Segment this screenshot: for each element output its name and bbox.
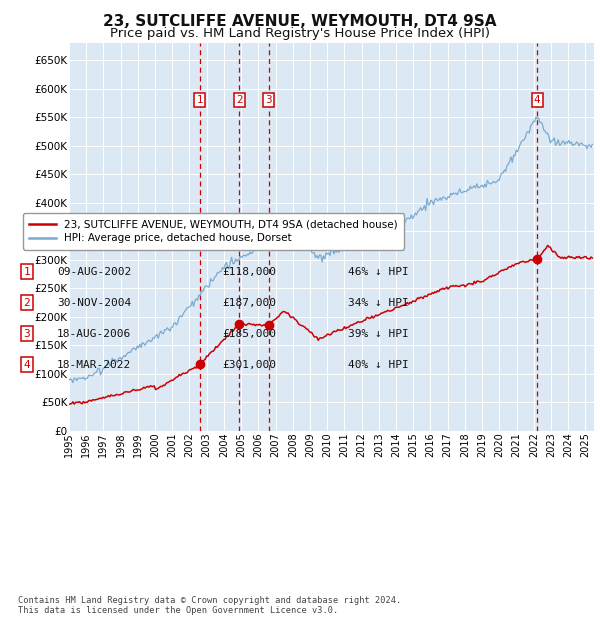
Text: 09-AUG-2002: 09-AUG-2002 [57,267,131,277]
Text: 2: 2 [23,298,31,308]
Text: 18-MAR-2022: 18-MAR-2022 [57,360,131,370]
Text: £185,000: £185,000 [222,329,276,339]
Text: 30-NOV-2004: 30-NOV-2004 [57,298,131,308]
Text: 3: 3 [23,329,31,339]
Legend: 23, SUTCLIFFE AVENUE, WEYMOUTH, DT4 9SA (detached house), HPI: Average price, de: 23, SUTCLIFFE AVENUE, WEYMOUTH, DT4 9SA … [23,213,404,250]
Text: 18-AUG-2006: 18-AUG-2006 [57,329,131,339]
Text: 3: 3 [265,95,272,105]
Text: 4: 4 [534,95,541,105]
Text: 1: 1 [197,95,203,105]
Text: 40% ↓ HPI: 40% ↓ HPI [348,360,409,370]
Text: 2: 2 [236,95,243,105]
Text: £301,000: £301,000 [222,360,276,370]
Text: 1: 1 [23,267,31,277]
Text: 23, SUTCLIFFE AVENUE, WEYMOUTH, DT4 9SA: 23, SUTCLIFFE AVENUE, WEYMOUTH, DT4 9SA [103,14,497,29]
Text: 46% ↓ HPI: 46% ↓ HPI [348,267,409,277]
Text: £187,000: £187,000 [222,298,276,308]
Text: 34% ↓ HPI: 34% ↓ HPI [348,298,409,308]
Text: 39% ↓ HPI: 39% ↓ HPI [348,329,409,339]
Text: 4: 4 [23,360,31,370]
Text: £118,000: £118,000 [222,267,276,277]
Text: Contains HM Land Registry data © Crown copyright and database right 2024.
This d: Contains HM Land Registry data © Crown c… [18,596,401,615]
Text: Price paid vs. HM Land Registry's House Price Index (HPI): Price paid vs. HM Land Registry's House … [110,27,490,40]
